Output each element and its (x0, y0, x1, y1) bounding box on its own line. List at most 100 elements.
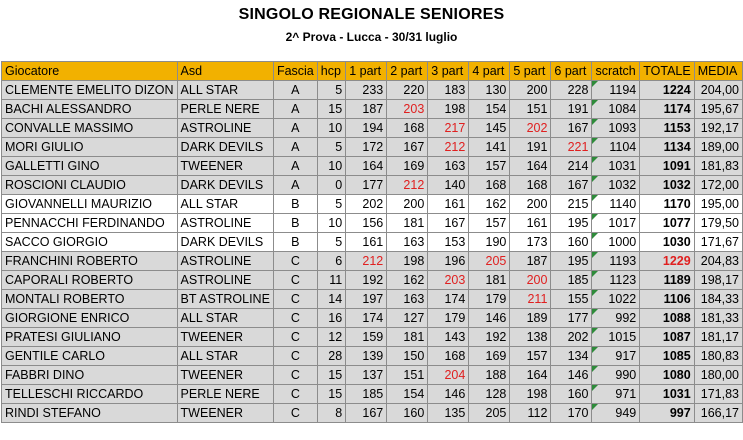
col-header-part-3[interactable]: 3 part (427, 61, 470, 81)
table-row[interactable]: PENNACCHI FERDINANDO ASTROLINE B 10 156 181 16… (1, 213, 743, 233)
cell-part-5: 187 (509, 251, 552, 271)
table-row[interactable]: FRANCHINI ROBERTO ASTROLINE C 6 212 198 196 205… (1, 251, 743, 271)
cell-giocatore: MORI GIULIO (1, 137, 178, 157)
cell-totale: 1077 (639, 213, 695, 233)
cell-part-2: 220 (386, 80, 429, 100)
table-row[interactable]: MORI GIULIO DARK DEVILS A 5 172 167 212 141 191 2… (1, 137, 743, 157)
cell-part-4: 192 (468, 327, 511, 347)
table-row[interactable]: TELLESCHI RICCARDO PERLE NERE C 15 185 154 146… (1, 384, 743, 404)
cell-media: 192,17 (693, 118, 743, 138)
cell-media: 172,00 (693, 175, 743, 195)
table-row[interactable]: GIORGIONE ENRICO ALL STAR C 16 174 127 179 146 1… (1, 308, 743, 328)
cell-totale: 1134 (639, 137, 695, 157)
cell-asd: TWEENER (176, 327, 274, 347)
cell-hcp: 11 (316, 270, 347, 290)
col-header-part-5[interactable]: 5 part (509, 61, 552, 81)
table-row[interactable]: ROSCIONI CLAUDIO DARK DEVILS A 0 177 212 140 16… (1, 175, 743, 195)
cell-hcp: 5 (316, 194, 347, 214)
cell-media: 180,00 (693, 365, 743, 385)
standings-table: Giocatore Asd Fascia hcp 1 part 2 part 3… (1, 61, 743, 423)
cell-scratch: 1104 (591, 137, 641, 157)
cell-part-1: 167 (345, 403, 388, 423)
cell-part-2: 167 (386, 137, 429, 157)
table-row[interactable]: GENTILE CARLO ALL STAR C 28 139 150 168 169 157 1… (1, 346, 743, 366)
cell-asd: ALL STAR (176, 80, 274, 100)
cell-asd: ALL STAR (176, 194, 274, 214)
cell-part-2: 154 (386, 384, 429, 404)
cell-media: 184,33 (693, 289, 743, 309)
cell-hcp: 12 (316, 327, 347, 347)
table-row[interactable]: CONVALLE MASSIMO ASTROLINE A 10 194 168 217 145… (1, 118, 743, 138)
cell-part-1: 139 (345, 346, 388, 366)
cell-totale: 1189 (639, 270, 695, 290)
cell-part-4: 146 (468, 308, 511, 328)
cell-part-3: 140 (427, 175, 470, 195)
table-row[interactable]: BACHI ALESSANDRO PERLE NERE A 15 187 203 198 15… (1, 99, 743, 119)
col-header-totale[interactable]: TOTALE (639, 61, 695, 81)
cell-fascia: C (272, 384, 318, 404)
col-header-giocatore[interactable]: Giocatore (1, 61, 178, 81)
table-row[interactable]: CLEMENTE EMELITO DIZON ALL STAR A 5 233 220 18… (1, 80, 743, 100)
col-header-part-4[interactable]: 4 part (468, 61, 511, 81)
col-header-asd[interactable]: Asd (176, 61, 274, 81)
table-row[interactable]: GIOVANNELLI MAURIZIO ALL STAR B 5 202 200 161 1… (1, 194, 743, 214)
cell-fascia: C (272, 365, 318, 385)
cell-giocatore: CLEMENTE EMELITO DIZON (1, 80, 178, 100)
cell-scratch: 1022 (591, 289, 641, 309)
col-header-scratch[interactable]: scratch (591, 61, 641, 81)
table-row[interactable]: FABBRI DINO TWEENER C 15 137 151 204 188 164 146 9… (1, 365, 743, 385)
cell-giocatore: MONTALI ROBERTO (1, 289, 178, 309)
cell-scratch: 1031 (591, 156, 641, 176)
cell-asd: ASTROLINE (176, 213, 274, 233)
cell-giocatore: RINDI STEFANO (1, 403, 178, 423)
cell-hcp: 28 (316, 346, 347, 366)
cell-part-1: 137 (345, 365, 388, 385)
cell-part-6: 167 (550, 175, 593, 195)
table-row[interactable]: RINDI STEFANO TWEENER C 8 167 160 135 205 112 170… (1, 403, 743, 423)
cell-part-1: 187 (345, 99, 388, 119)
cell-scratch: 1193 (591, 251, 641, 271)
cell-totale: 1174 (639, 99, 695, 119)
col-header-hcp[interactable]: hcp (316, 61, 347, 81)
cell-scratch: 1015 (591, 327, 641, 347)
cell-part-1: 202 (345, 194, 388, 214)
table-row[interactable]: SACCO GIORGIO DARK DEVILS B 5 161 163 153 190 17… (1, 232, 743, 252)
cell-part-1: 233 (345, 80, 388, 100)
cell-part-6: 160 (550, 384, 593, 404)
cell-part-5: 168 (509, 175, 552, 195)
cell-part-3: 161 (427, 194, 470, 214)
cell-totale: 1080 (639, 365, 695, 385)
cell-fascia: A (272, 175, 318, 195)
cell-part-6: 191 (550, 99, 593, 119)
cell-fascia: A (272, 118, 318, 138)
table-row[interactable]: CAPORALI ROBERTO ASTROLINE C 11 192 162 203 181… (1, 270, 743, 290)
cell-media: 181,17 (693, 327, 743, 347)
cell-hcp: 5 (316, 80, 347, 100)
cell-fascia: C (272, 327, 318, 347)
cell-hcp: 6 (316, 251, 347, 271)
cell-asd: PERLE NERE (176, 99, 274, 119)
cell-giocatore: GALLETTI GINO (1, 156, 178, 176)
cell-part-4: 157 (468, 156, 511, 176)
cell-fascia: C (272, 270, 318, 290)
col-header-part-6[interactable]: 6 part (550, 61, 593, 81)
cell-asd: PERLE NERE (176, 384, 274, 404)
col-header-media[interactable]: MEDIA (693, 61, 743, 81)
cell-part-4: 168 (468, 175, 511, 195)
cell-part-3: 168 (427, 346, 470, 366)
col-header-part-2[interactable]: 2 part (386, 61, 429, 81)
cell-part-5: 112 (509, 403, 552, 423)
table-row[interactable]: PRATESI GIULIANO TWEENER C 12 159 181 143 192 13… (1, 327, 743, 347)
cell-part-5: 200 (509, 80, 552, 100)
col-header-fascia[interactable]: Fascia (272, 61, 318, 81)
table-row[interactable]: MONTALI ROBERTO BT ASTROLINE C 14 197 163 174 1… (1, 289, 743, 309)
cell-media: 195,00 (693, 194, 743, 214)
cell-asd: ASTROLINE (176, 270, 274, 290)
cell-giocatore: PRATESI GIULIANO (1, 327, 178, 347)
table-row[interactable]: GALLETTI GINO TWEENER A 10 164 169 163 157 164 21… (1, 156, 743, 176)
cell-part-2: 198 (386, 251, 429, 271)
cell-part-6: 146 (550, 365, 593, 385)
cell-giocatore: FRANCHINI ROBERTO (1, 251, 178, 271)
col-header-part-1[interactable]: 1 part (345, 61, 388, 81)
cell-part-4: 141 (468, 137, 511, 157)
